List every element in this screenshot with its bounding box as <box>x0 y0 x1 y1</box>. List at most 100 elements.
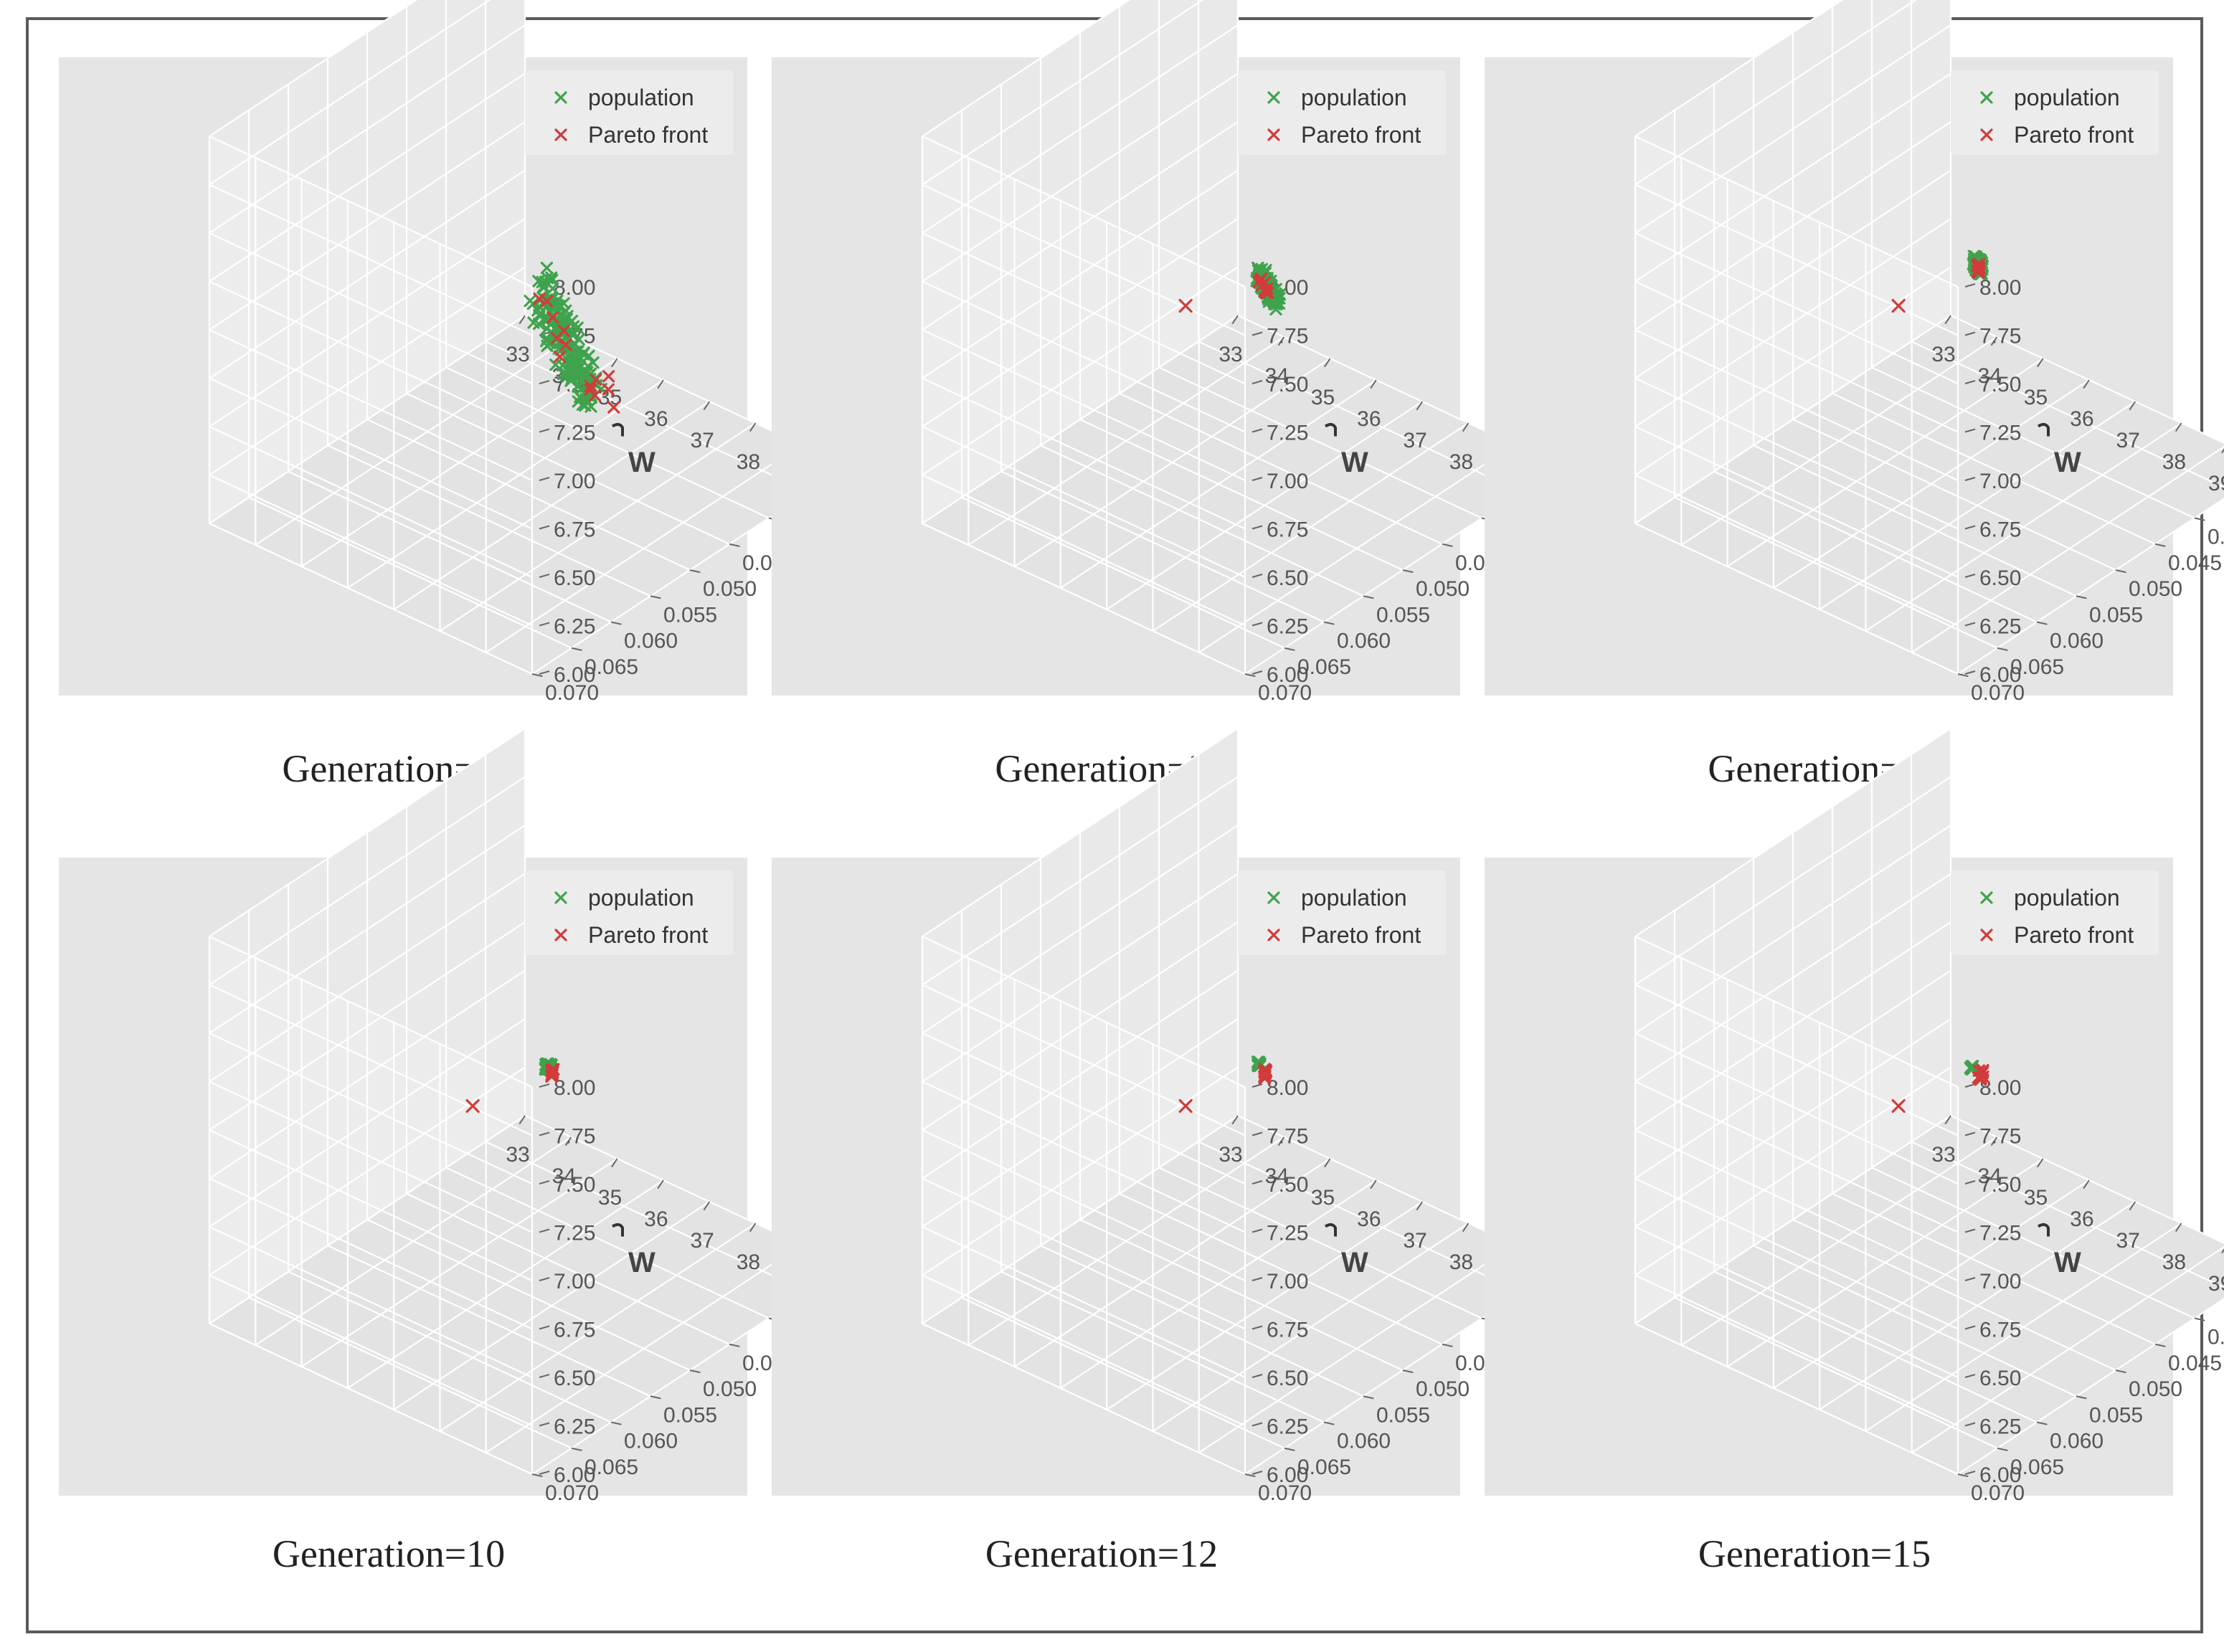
floor-grid-d <box>1753 445 2077 597</box>
side-grid-z <box>1634 280 1959 433</box>
pareto-point <box>546 311 559 324</box>
d-tick-label: 0.040 <box>2208 1326 2224 1349</box>
d-tick-label: 0.045 <box>2168 551 2222 575</box>
back-grid-z <box>1634 121 1951 331</box>
z-tick-mark <box>1964 477 1976 481</box>
z-tick-label: 7.50 <box>1267 1173 1308 1197</box>
floor-grid-d <box>1674 496 1998 649</box>
w-tick-mark <box>2221 448 2224 454</box>
w-tick-mark <box>657 1179 664 1190</box>
w-tick-label: 34 <box>1978 364 2002 388</box>
floor-grid-d <box>1753 1245 2077 1397</box>
w-tick-label: 33 <box>1931 1143 1955 1167</box>
d-tick-mark <box>2115 569 2126 574</box>
z-tick-mark <box>539 1422 550 1427</box>
back-grid-z <box>209 218 526 427</box>
d-tick-label: 0.065 <box>585 1456 638 1479</box>
population-point <box>540 262 554 275</box>
legend-label: Pareto front <box>1301 122 1421 148</box>
population-point <box>532 275 545 288</box>
d-tick-mark <box>2194 1317 2205 1321</box>
back-grid-z <box>209 266 526 476</box>
w-tick-mark <box>1324 358 1331 368</box>
floor-grid-d <box>485 341 809 493</box>
back-grid-z <box>922 218 1239 427</box>
pareto-point <box>588 389 602 402</box>
d-tick-label: 0.065 <box>585 655 638 679</box>
side-grid-z <box>209 474 533 627</box>
pareto-point <box>1254 273 1267 286</box>
legend-box <box>1951 870 2159 955</box>
w-tick-mark <box>1370 1179 1377 1190</box>
z-tick-label: 6.75 <box>554 1319 595 1342</box>
floor-grid-d <box>1792 1219 2116 1371</box>
w-tick-label: 37 <box>1403 1229 1426 1253</box>
d-tick-mark <box>1957 673 1969 678</box>
d-tick-label: 0.050 <box>2129 1377 2182 1401</box>
data-points <box>1178 1055 1273 1114</box>
chart-panel-1: 3334353637383940W0.0300.0350.0400.0450.0… <box>772 0 1627 705</box>
w-tick-mark <box>1944 1115 1951 1125</box>
d-tick-label: 0.055 <box>1376 1403 1430 1427</box>
side-grid-z <box>922 1081 1246 1233</box>
back-grid-z <box>209 169 526 379</box>
d-tick-mark <box>1997 1447 2008 1451</box>
floor-grid-d <box>961 1296 1285 1449</box>
z-tick-label: 6.25 <box>1267 1415 1308 1439</box>
w-tick-mark <box>657 379 664 389</box>
z-tick-mark <box>1964 1131 1976 1136</box>
d-tick-mark <box>610 1421 622 1425</box>
legend-label: population <box>2014 885 2120 911</box>
legend-box <box>1238 70 1446 155</box>
z-tick-mark <box>539 1131 550 1136</box>
z-tick-label: 6.75 <box>1267 518 1308 542</box>
legend: population Pareto front <box>1238 70 1446 155</box>
z-tick-mark <box>1251 525 1263 530</box>
z-tick-label: 7.25 <box>1979 1222 2021 1245</box>
back-grid-z <box>1634 728 1951 937</box>
back-grid-z <box>209 1115 526 1324</box>
z-tick-mark <box>1964 622 1976 627</box>
w-tick-mark <box>703 1201 710 1211</box>
back-grid-z <box>1634 266 1951 476</box>
legend-label: population <box>588 85 694 110</box>
side-grid-z <box>209 329 533 481</box>
side-grid-z <box>1634 1129 1959 1281</box>
z-tick-mark <box>539 331 550 336</box>
back-grid-z <box>922 969 1239 1179</box>
d-tick-mark <box>531 1473 543 1478</box>
chart-panel-4: 3334353637383940W0.0300.0350.0400.0450.0… <box>772 728 1627 1505</box>
back-grid-z <box>922 72 1239 283</box>
pareto-point <box>1972 266 1985 279</box>
w-tick-label: 35 <box>598 1186 622 1210</box>
d-tick-label: 0.070 <box>545 1481 599 1505</box>
z-tick-mark <box>1964 1228 1976 1233</box>
back-grid-z <box>922 266 1239 476</box>
z-tick-mark <box>1964 1180 1976 1185</box>
d-tick-label: 0.065 <box>1297 1456 1351 1479</box>
grid-lines <box>208 0 848 675</box>
pareto-outlier-point <box>1178 1098 1193 1114</box>
floor-pane <box>1635 1116 2224 1474</box>
z-tick-mark <box>1251 1131 1263 1136</box>
pareto-outlier-point <box>1178 298 1193 313</box>
back-grid-z <box>209 776 526 986</box>
z-tick-label: 7.50 <box>1267 373 1308 397</box>
back-grid-z <box>209 121 526 331</box>
d-tick-label: 0.050 <box>2129 577 2182 601</box>
legend-box <box>525 870 733 955</box>
side-grid-z <box>1634 1323 1959 1475</box>
side-grid-z <box>1634 136 1959 288</box>
z-axis-label <box>611 422 624 437</box>
floor-grid-d <box>327 445 651 597</box>
d-tick-mark <box>1402 1369 1414 1374</box>
floor-grid-d <box>1198 1141 1522 1293</box>
z-tick-mark <box>1964 283 1976 288</box>
w-tick-mark <box>611 358 618 368</box>
d-tick-mark <box>2076 595 2087 599</box>
d-tick-mark <box>1323 621 1335 625</box>
d-tick-label: 0.050 <box>1416 1377 1470 1401</box>
side-grid-z <box>209 1081 533 1233</box>
data-points <box>465 1057 560 1114</box>
w-tick-label: 38 <box>737 1250 760 1274</box>
